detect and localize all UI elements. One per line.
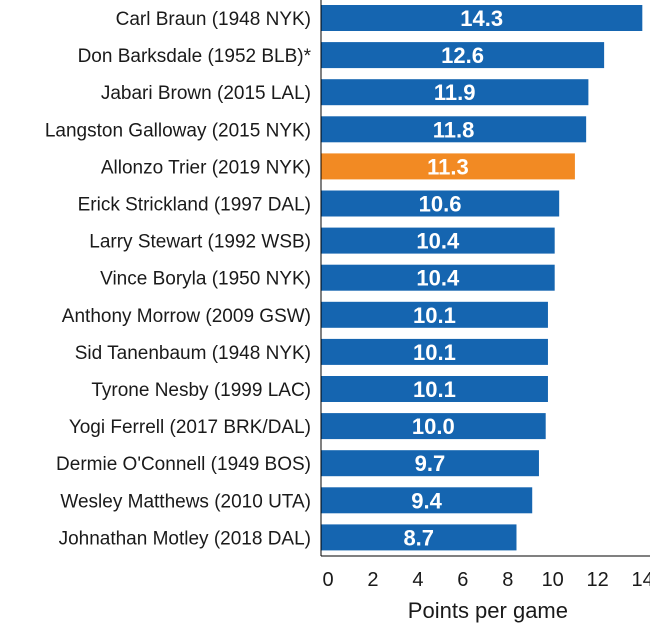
x-tick-label: 4 [412,569,423,591]
value-label: 10.1 [413,303,456,328]
value-label: 11.8 [433,117,475,142]
category-label: Anthony Morrow (2009 GSW) [62,306,311,327]
x-tick-label: 2 [367,569,378,591]
category-label: Jabari Brown (2015 LAL) [101,83,311,104]
category-label: Larry Stewart (1992 WSB) [89,232,311,253]
category-label: Johnathan Motley (2018 DAL) [59,528,311,549]
bar [321,116,587,143]
x-tick-label: 8 [502,569,513,591]
bar [321,338,548,365]
value-label: 10.0 [412,414,455,439]
value-label: 12.6 [441,43,484,68]
category-labels: Carl Braun (1948 NYK) Don Barksdale (1952… [45,9,312,549]
category-label: Langston Galloway (2015 NYK) [45,120,311,141]
value-label: 14.3 [460,6,503,31]
value-label: 10.1 [413,377,456,402]
value-label: 11.3 [427,154,469,179]
value-label: 11.9 [434,80,476,105]
value-label: 10.4 [416,266,460,291]
bar [321,264,555,291]
bar [321,227,555,254]
category-label: Vince Boryla (1950 NYK) [100,269,311,290]
value-label: 8.7 [403,525,434,550]
category-label: Don Barksdale (1952 BLB)* [78,46,312,67]
value-label: 9.7 [415,451,446,476]
bar [321,487,533,514]
value-label: 9.4 [411,488,442,513]
bar [321,413,546,440]
category-label: Yogi Ferrell (2017 BRK/DAL) [69,417,311,438]
x-tick-label: 14 [631,569,650,591]
x-tick-label: 6 [457,569,468,591]
value-label: 10.4 [416,229,460,254]
x-axis-title: Points per game [408,598,568,623]
bar [321,301,548,328]
bar [321,524,517,551]
value-labels: 14.3 12.6 11.9 11.8 11.3 10.6 10.4 10.4 10.1 10.1… [403,6,503,550]
category-label: Sid Tanenbaum (1948 NYK) [75,343,311,364]
category-label: Wesley Matthews (2010 UTA) [60,491,311,512]
category-label: Allonzo Trier (2019 NYK) [101,157,311,178]
category-label: Erick Strickland (1997 DAL) [78,195,311,216]
value-label: 10.1 [413,340,456,365]
bar [321,376,548,402]
category-label: Carl Braun (1948 NYK) [116,9,311,30]
bar [321,153,575,180]
x-tick-label: 0 [322,569,333,591]
bars-group [321,5,643,551]
x-axis-ticks: 0 2 4 6 8 10 12 14 [322,569,650,591]
category-label: Tyrone Nesby (1999 LAC) [91,380,311,401]
bar [321,42,605,69]
bar [321,5,643,31]
x-tick-label: 10 [542,569,564,591]
category-label: Dermie O'Connell (1949 BOS) [56,454,311,475]
bar [321,79,589,106]
x-tick-label: 12 [587,569,609,591]
bar [321,190,560,217]
bar [321,450,539,477]
value-label: 10.6 [419,192,462,217]
